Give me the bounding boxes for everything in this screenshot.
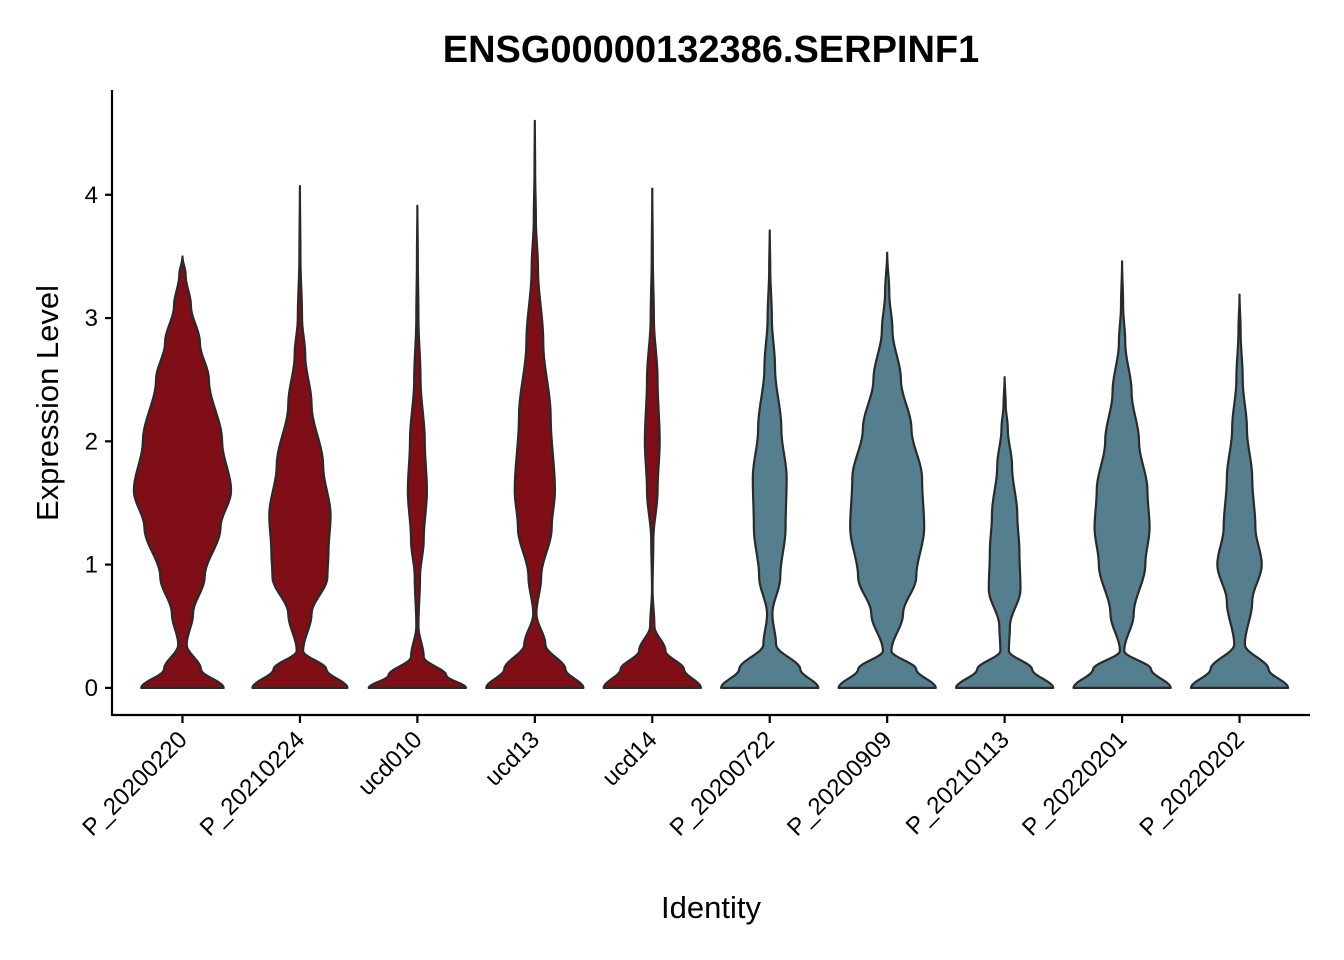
y-tick-label: 1 [85, 552, 98, 579]
violin-P_20210113 [954, 376, 1055, 689]
x-tick-label: P_20210224 [195, 726, 310, 841]
x-tick-label: P_20200909 [782, 726, 897, 841]
violin-P_20210224 [251, 185, 349, 689]
violin-ucd14 [602, 187, 702, 689]
violin-P_20200722 [720, 229, 820, 689]
y-tick-label: 3 [85, 305, 98, 332]
x-tick-label: ucd010 [353, 726, 428, 801]
y-tick-label: 4 [85, 182, 98, 209]
x-tick-label: P_20210113 [901, 726, 1015, 840]
y-ticks: 0 1 2 3 4 [85, 182, 112, 702]
x-axis-title: Identity [661, 890, 761, 925]
violin-ucd13 [485, 119, 585, 689]
violin-P_20200909 [837, 251, 937, 689]
x-tick-label: P_20200722 [665, 726, 780, 841]
x-ticks: P_20200220 P_20210224 ucd010 ucd13 ucd14 P_20… [77, 715, 1250, 842]
chart-title: ENSG00000132386.SERPINF1 [443, 29, 980, 71]
y-tick-label: 2 [85, 428, 98, 455]
x-tick-label: P_20220201 [1017, 726, 1132, 841]
x-tick-label: ucd14 [597, 726, 662, 791]
x-tick-label: P_20220202 [1134, 726, 1249, 841]
x-tick-label: P_20200220 [77, 726, 192, 841]
violin-P_20220202 [1189, 293, 1290, 689]
y-axis-title: Expression Level [30, 285, 65, 521]
violin-ucd010 [367, 204, 468, 689]
violin-P_20220201 [1072, 260, 1172, 689]
y-tick-label: 0 [85, 675, 98, 702]
x-tick-label: ucd13 [480, 726, 545, 791]
violin-P_20200220 [132, 255, 233, 689]
violins-layer [132, 119, 1290, 689]
